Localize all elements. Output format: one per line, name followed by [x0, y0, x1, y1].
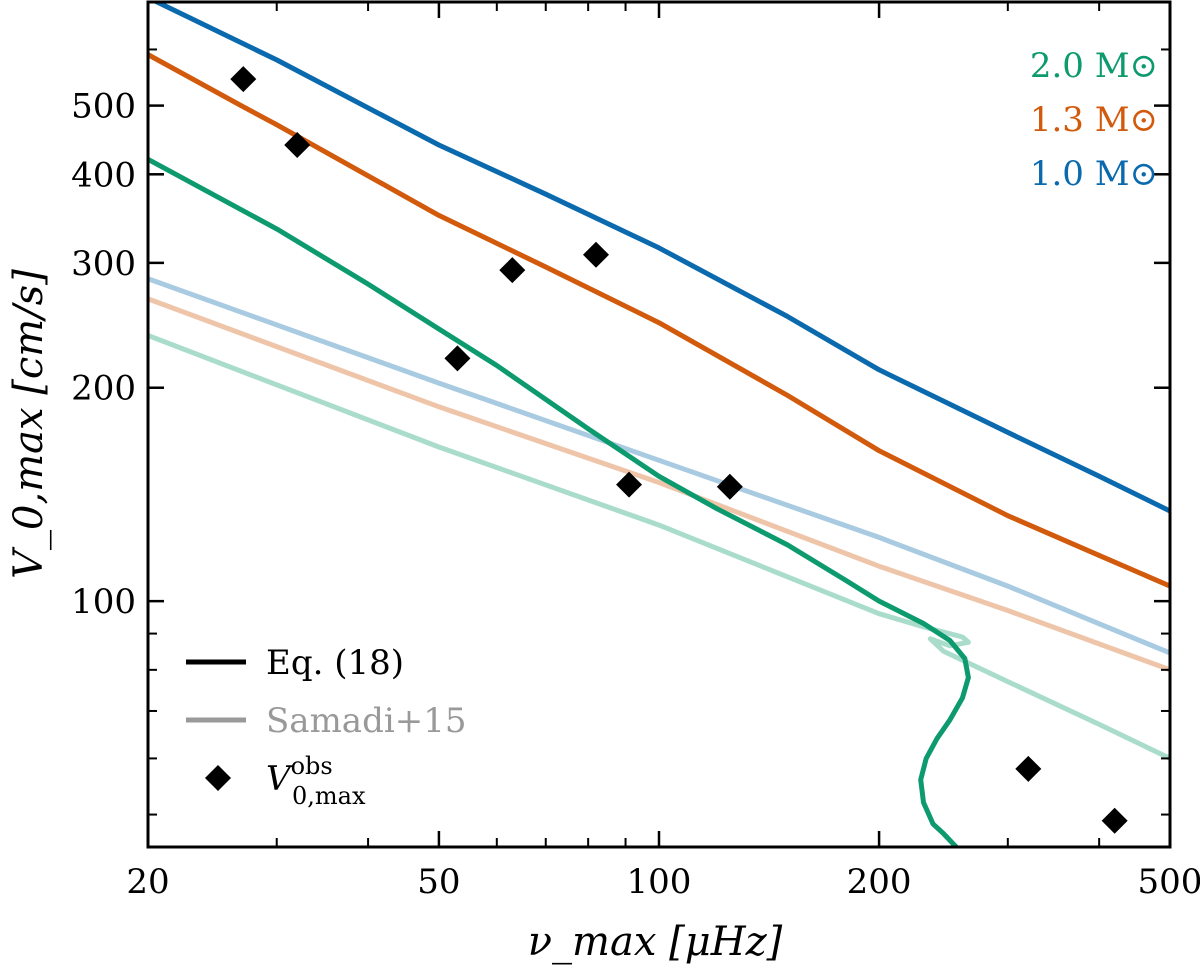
- observation-marker: [230, 66, 257, 93]
- y-tick-label: 400: [71, 155, 136, 195]
- series-line-m13-faint: [148, 296, 1170, 673]
- samadi-series-layer: [148, 276, 1170, 761]
- observation-marker: [616, 471, 643, 498]
- observation-marker: [1015, 755, 1042, 782]
- x-tick-label: 50: [417, 862, 460, 902]
- legend-label: Eq. (18): [266, 643, 404, 683]
- mass-labels: 2.0 M⊙ 1.3 M⊙ 1.0 M⊙: [1030, 46, 1158, 194]
- series-line-m20-faint: [148, 333, 1170, 761]
- observation-marker: [444, 345, 471, 372]
- series-line-m10-faint: [148, 276, 1170, 656]
- eq18-series-layer: [148, 2, 1170, 847]
- y-tick-label: 100: [71, 582, 136, 622]
- observation-marker: [284, 131, 311, 158]
- y-tick-label: 200: [71, 369, 136, 409]
- observation-marker: [716, 473, 743, 500]
- mass-label-m13: 1.3 M⊙: [1030, 100, 1158, 140]
- mass-label-m10: 1.0 M⊙: [1030, 154, 1158, 194]
- mass-label-m20: 2.0 M⊙: [1030, 46, 1158, 86]
- x-tick-label: 20: [126, 862, 169, 902]
- series-line-m20-solid: [148, 156, 971, 847]
- x-tick-label: 200: [847, 862, 912, 902]
- observation-marker: [499, 257, 526, 284]
- series-line-m10-solid: [151, 2, 1170, 514]
- observation-marker: [582, 241, 609, 268]
- legend-label: Samadi+15: [266, 701, 466, 741]
- legend-handle-marker: [205, 765, 231, 791]
- y-axis-title: V_0,max [cm/s]: [6, 269, 52, 579]
- y-tick-label: 300: [71, 244, 136, 284]
- axes: 20 50 100 200 500 100 200 300 400 500: [71, 0, 1200, 902]
- observation-marker: [1101, 807, 1128, 834]
- series-line-m13-solid: [148, 52, 1170, 589]
- x-tick-label: 500: [1138, 862, 1200, 902]
- x-tick-label: 100: [627, 862, 692, 902]
- legend-label: Vobs 0,max: [266, 752, 366, 810]
- legend: Eq. (18) Samadi+15 Vobs 0,max: [186, 643, 466, 810]
- observation-markers: [230, 66, 1128, 834]
- x-axis-title: ν_max [μHz]: [528, 919, 783, 965]
- y-tick-label: 500: [71, 87, 136, 127]
